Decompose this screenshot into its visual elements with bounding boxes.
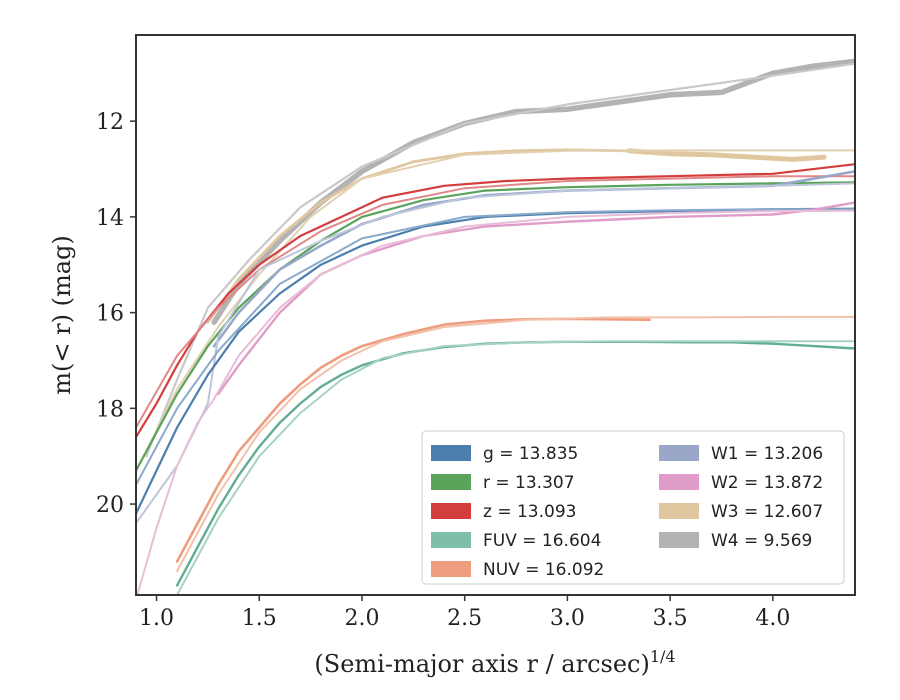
series-line-2 <box>626 148 827 162</box>
legend-label: r = 13.307 <box>483 473 575 493</box>
series-line-3 <box>206 148 631 324</box>
legend-swatch <box>659 503 699 519</box>
legend-label: W2 = 13.872 <box>711 473 823 493</box>
legend: g = 13.835 r = 13.307 z = 13.093 FUV = 16.6… <box>421 430 845 585</box>
x-tick-label: 2.0 <box>344 606 379 631</box>
legend-frame <box>421 430 845 585</box>
x-tick-label: 2.5 <box>447 606 482 631</box>
legend-label: W1 = 13.206 <box>711 444 823 464</box>
y-tick-label: 20 <box>96 493 124 518</box>
legend-swatch <box>431 445 471 461</box>
plot-frame <box>135 34 856 596</box>
x-tick-label: 4.0 <box>755 606 790 631</box>
y-tick-label: 12 <box>96 110 124 135</box>
legend-swatch <box>431 474 471 490</box>
y-tick-label: 16 <box>96 302 124 327</box>
legend-swatch <box>431 532 471 548</box>
legend-label: g = 13.835 <box>483 444 578 464</box>
series-line-1 <box>145 62 855 458</box>
y-axis: 12 14 16 18 20 <box>96 110 136 518</box>
series-layer <box>136 58 855 595</box>
legend-swatch <box>659 532 699 548</box>
series-line-13 <box>136 209 855 595</box>
x-tick-label: 3.0 <box>550 606 585 631</box>
y-tick-label: 18 <box>96 397 124 422</box>
x-tick-label: 3.5 <box>653 606 688 631</box>
x-axis: 1.0 1.5 2.0 2.5 3.0 3.5 4.0 <box>139 595 790 631</box>
series-line-0 <box>211 58 855 325</box>
legend-label: W3 = 12.607 <box>711 502 823 522</box>
x-tick-label: 1.0 <box>139 606 174 631</box>
legend-swatch <box>659 445 699 461</box>
series-line-15 <box>176 315 855 573</box>
legend-label: FUV = 16.604 <box>483 531 601 551</box>
y-axis-label: m(< r) (mag) <box>48 235 76 394</box>
legend-swatch <box>659 474 699 490</box>
legend-label: NUV = 16.092 <box>483 560 604 580</box>
x-tick-label: 1.5 <box>242 606 277 631</box>
series-line-6 <box>136 175 855 429</box>
series-line-7 <box>136 181 855 472</box>
series-line-11 <box>136 208 855 486</box>
legend-label: z = 13.093 <box>483 502 576 522</box>
legend-swatch <box>431 561 471 577</box>
x-axis-label: (Semi-major axis r / arcsec)1/4 <box>314 647 675 678</box>
series-line-17 <box>176 340 855 595</box>
legend-swatch <box>431 503 471 519</box>
legend-label: W4 = 9.569 <box>711 531 812 551</box>
y-tick-label: 14 <box>96 206 124 231</box>
series-line-5 <box>136 163 855 439</box>
series-line-12 <box>216 201 855 396</box>
series-line-4 <box>145 149 855 453</box>
